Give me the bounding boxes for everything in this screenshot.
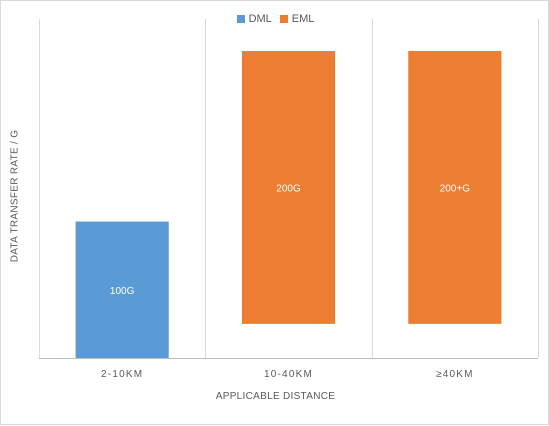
legend-item-dml: DML xyxy=(236,13,272,25)
bar-eml xyxy=(408,51,502,324)
legend-label-dml: DML xyxy=(248,13,272,25)
data-label: 100G xyxy=(110,286,135,297)
legend-label-eml: EML xyxy=(291,13,315,25)
y-axis-title: DATA TRANSFER RATE / G xyxy=(9,129,21,263)
chart-legend: DML EML xyxy=(1,13,549,25)
x-tick-label: 2-10KM xyxy=(101,369,143,380)
bar-dml xyxy=(75,221,169,358)
legend-item-eml: EML xyxy=(279,13,315,25)
x-tick-label: 10-40KM xyxy=(264,369,313,380)
legend-swatch-dml xyxy=(236,15,245,23)
bar-eml xyxy=(241,51,336,324)
data-label: 200+G xyxy=(440,183,471,194)
legend-swatch-eml xyxy=(279,15,288,23)
x-tick-label: ≥40KM xyxy=(436,369,474,380)
x-axis-title: APPLICABLE DISTANCE xyxy=(215,391,336,402)
data-label: 200G xyxy=(276,183,301,194)
